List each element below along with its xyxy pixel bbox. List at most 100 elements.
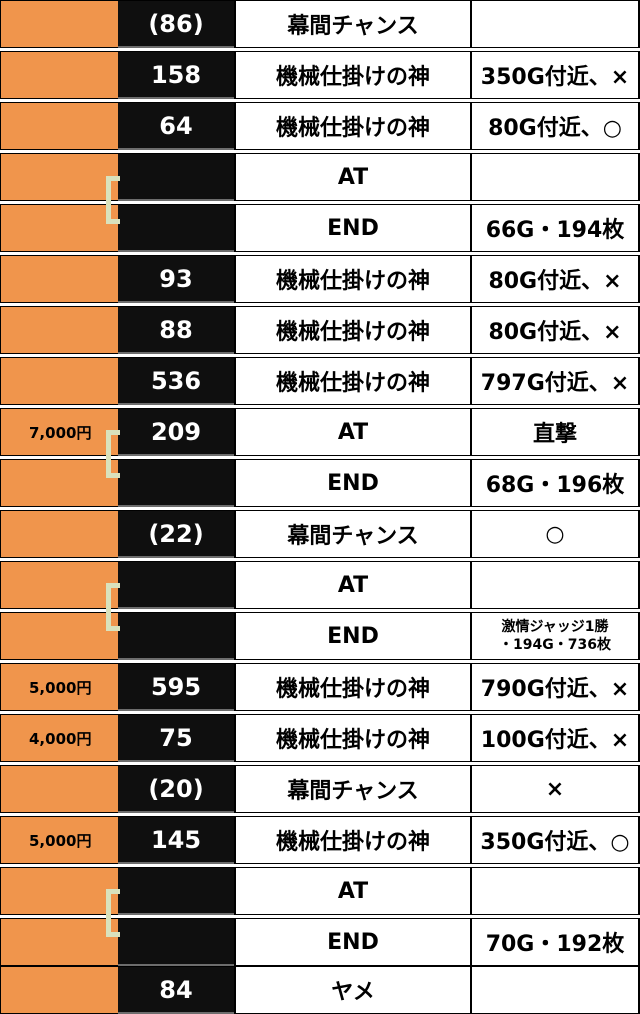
event-cell: AT <box>234 153 472 201</box>
table-row: (20) 幕間チャンス × <box>0 765 640 815</box>
games-cell: 84 <box>118 966 234 1014</box>
money-cell: 5,000円 <box>0 663 118 711</box>
result-cell: × <box>472 765 640 813</box>
event-cell: END <box>234 918 472 966</box>
result-cell <box>472 561 640 609</box>
at-end-bracket-icon <box>106 583 120 631</box>
result-cell: 80G付近、○ <box>472 102 640 150</box>
money-cell: 7,000円 <box>0 408 118 456</box>
money-cell <box>0 204 118 252</box>
money-cell <box>0 867 118 915</box>
money-cell <box>0 612 118 660</box>
table-row: AT <box>0 867 640 917</box>
money-cell <box>0 255 118 303</box>
at-end-bracket-icon <box>106 176 120 224</box>
games-cell: 145 <box>118 816 234 864</box>
table-row: AT <box>0 561 640 611</box>
games-cell <box>118 918 234 966</box>
event-cell: 機械仕掛けの神 <box>234 51 472 99</box>
table-row: END 68G・196枚 <box>0 459 640 509</box>
games-cell <box>118 612 234 660</box>
games-cell <box>118 561 234 609</box>
result-cell: 80G付近、× <box>472 306 640 354</box>
event-cell: 機械仕掛けの神 <box>234 255 472 303</box>
table-row: 158 機械仕掛けの神 350G付近、× <box>0 51 640 101</box>
table-row: 7,000円 209 AT 直撃 <box>0 408 640 458</box>
result-line-2: ・194G・736枚 <box>499 637 611 653</box>
table-row: 4,000円 75 機械仕掛けの神 100G付近、× <box>0 714 640 764</box>
event-cell: 機械仕掛けの神 <box>234 357 472 405</box>
money-cell <box>0 966 118 1014</box>
event-cell: 機械仕掛けの神 <box>234 816 472 864</box>
table-row: END 70G・192枚 <box>0 918 640 968</box>
table-row: END 66G・194枚 <box>0 204 640 254</box>
money-cell <box>0 153 118 201</box>
table-row: (86) 幕間チャンス <box>0 0 640 50</box>
money-cell <box>0 0 118 48</box>
table-row: 93 機械仕掛けの神 80G付近、× <box>0 255 640 305</box>
games-cell: 64 <box>118 102 234 150</box>
result-cell <box>472 153 640 201</box>
result-cell: 80G付近、× <box>472 255 640 303</box>
event-cell: AT <box>234 867 472 915</box>
result-cell <box>472 0 640 48</box>
games-cell: 75 <box>118 714 234 762</box>
money-cell <box>0 51 118 99</box>
result-cell: 797G付近、× <box>472 357 640 405</box>
table-row: 88 機械仕掛けの神 80G付近、× <box>0 306 640 356</box>
result-line-1: 激情ジャッジ1勝 <box>501 619 609 635</box>
games-cell <box>118 204 234 252</box>
at-end-bracket-icon <box>106 430 120 478</box>
money-cell <box>0 561 118 609</box>
event-cell: 幕間チャンス <box>234 510 472 558</box>
money-cell <box>0 765 118 813</box>
money-cell <box>0 918 118 966</box>
money-cell <box>0 510 118 558</box>
money-cell: 4,000円 <box>0 714 118 762</box>
event-cell: 幕間チャンス <box>234 765 472 813</box>
table-row: AT <box>0 153 640 203</box>
table-row: 5,000円 145 機械仕掛けの神 350G付近、○ <box>0 816 640 866</box>
event-cell: 機械仕掛けの神 <box>234 663 472 711</box>
event-cell: 機械仕掛けの神 <box>234 714 472 762</box>
result-cell: 68G・196枚 <box>472 459 640 507</box>
result-cell <box>472 867 640 915</box>
table-row: 64 機械仕掛けの神 80G付近、○ <box>0 102 640 152</box>
games-cell <box>118 867 234 915</box>
money-cell <box>0 357 118 405</box>
table-row: 84 ヤメ <box>0 966 640 1014</box>
money-cell <box>0 459 118 507</box>
games-cell <box>118 153 234 201</box>
result-cell: 66G・194枚 <box>472 204 640 252</box>
result-cell: 350G付近、× <box>472 51 640 99</box>
result-cell: 790G付近、× <box>472 663 640 711</box>
table-row: (22) 幕間チャンス ○ <box>0 510 640 560</box>
result-cell: 70G・192枚 <box>472 918 640 966</box>
games-cell: (20) <box>118 765 234 813</box>
games-cell: (86) <box>118 0 234 48</box>
money-cell <box>0 306 118 354</box>
event-cell: AT <box>234 408 472 456</box>
table-row: 536 機械仕掛けの神 797G付近、× <box>0 357 640 407</box>
games-cell: 209 <box>118 408 234 456</box>
games-cell <box>118 459 234 507</box>
result-cell: ○ <box>472 510 640 558</box>
result-cell: 直撃 <box>472 408 640 456</box>
event-cell: END <box>234 459 472 507</box>
games-cell: 93 <box>118 255 234 303</box>
games-cell: 536 <box>118 357 234 405</box>
games-cell: (22) <box>118 510 234 558</box>
table-row: 5,000円 595 機械仕掛けの神 790G付近、× <box>0 663 640 713</box>
event-cell: 機械仕掛けの神 <box>234 102 472 150</box>
games-cell: 158 <box>118 51 234 99</box>
money-cell: 5,000円 <box>0 816 118 864</box>
games-cell: 88 <box>118 306 234 354</box>
result-cell: 350G付近、○ <box>472 816 640 864</box>
event-cell: END <box>234 612 472 660</box>
event-cell: 幕間チャンス <box>234 0 472 48</box>
event-cell: ヤメ <box>234 966 472 1014</box>
event-cell: 機械仕掛けの神 <box>234 306 472 354</box>
games-cell: 595 <box>118 663 234 711</box>
event-cell: END <box>234 204 472 252</box>
